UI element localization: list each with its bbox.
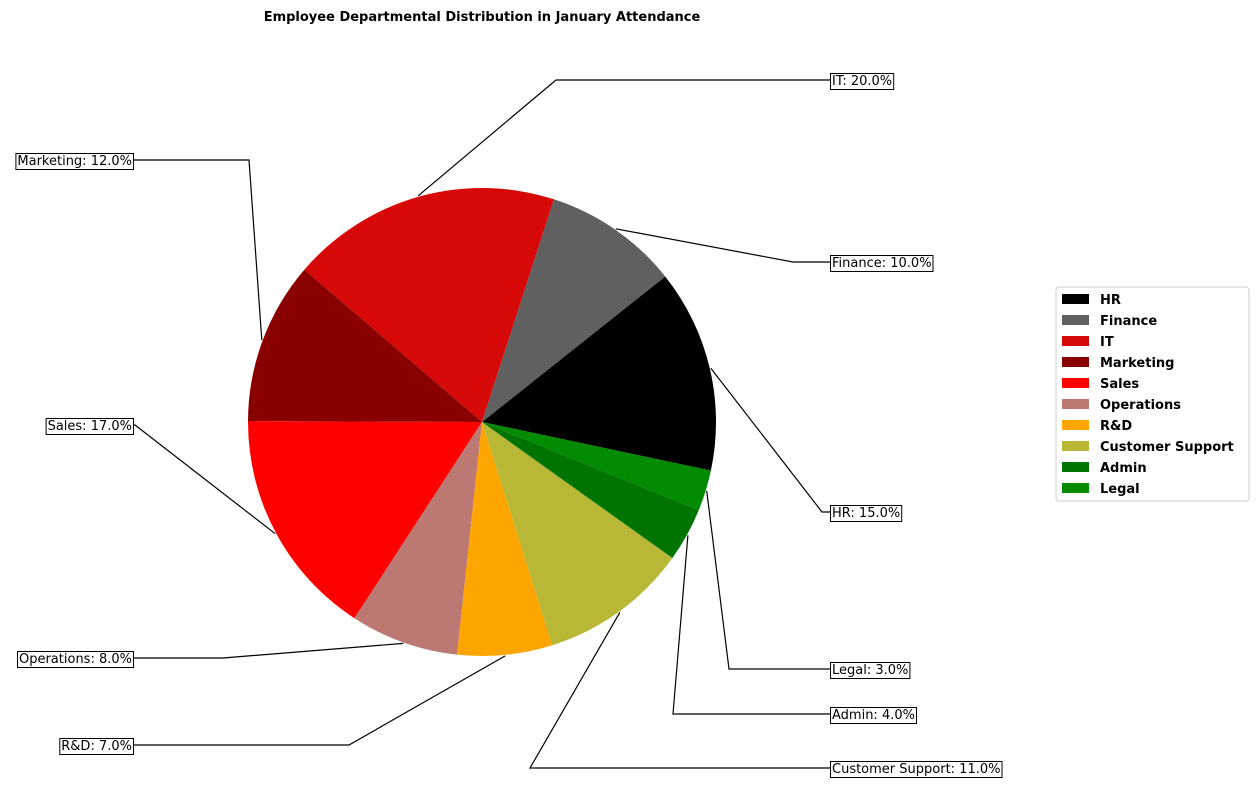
slice-label-text: Legal: 3.0% xyxy=(832,663,908,678)
slice-label-box xyxy=(830,707,917,724)
pie-slice-admin xyxy=(482,422,699,559)
slice-label-text: HR: 15.0% xyxy=(832,506,900,521)
leader-line-it xyxy=(417,79,830,197)
slice-label-it: IT: 20.0% xyxy=(830,73,895,90)
leader-line-r-d xyxy=(134,655,506,746)
legend-swatch-admin xyxy=(1062,462,1089,472)
legend-label-admin: Admin xyxy=(1100,461,1147,476)
pie-slice-sales xyxy=(247,421,482,619)
legend-label-finance: Finance xyxy=(1100,314,1157,329)
leader-line-customer-support xyxy=(528,611,830,769)
legend-label-operations: Operations xyxy=(1100,398,1181,413)
legend-swatch-marketing xyxy=(1062,357,1089,367)
pie-slices xyxy=(247,187,717,656)
legend-swatch-legal xyxy=(1062,483,1089,493)
leader-line-legal xyxy=(706,490,830,670)
legend-label-customer-support: Customer Support xyxy=(1100,440,1234,455)
legend-label-it: IT xyxy=(1100,335,1114,350)
leader-line-finance xyxy=(615,228,830,263)
legend-swatch-hr xyxy=(1062,294,1089,304)
slice-label-box xyxy=(830,662,911,679)
slice-label-admin: Admin: 4.0% xyxy=(830,707,917,724)
slice-label-text: Admin: 4.0% xyxy=(832,708,915,723)
slice-label-text: Operations: 8.0% xyxy=(19,652,132,667)
slice-label-box xyxy=(830,505,903,522)
slice-label-legal: Legal: 3.0% xyxy=(830,662,911,679)
pie-slice-customer-support xyxy=(482,422,673,646)
slice-label-box xyxy=(830,761,1003,778)
slice-label-text: IT: 20.0% xyxy=(832,74,892,89)
pie-slice-r-d xyxy=(457,422,553,656)
slice-label-box xyxy=(17,651,134,668)
legend-label-legal: Legal xyxy=(1100,482,1140,497)
slice-label-sales: Sales: 17.0% xyxy=(45,418,134,435)
slice-label-marketing: Marketing: 12.0% xyxy=(15,153,134,170)
pie-slice-operations xyxy=(354,422,482,655)
legend-label-sales: Sales xyxy=(1100,377,1139,392)
legend-swatch-it xyxy=(1062,336,1089,346)
pie-slice-it xyxy=(304,187,554,422)
leader-line-admin xyxy=(672,535,830,715)
pie-slice-marketing xyxy=(248,269,482,422)
slice-labels: HR: 15.0% Finance: 10.0% IT: 20.0% Marketin… xyxy=(15,73,1003,778)
slice-label-text: Marketing: 12.0% xyxy=(17,154,132,169)
chart-title: Employee Departmental Distribution in Ja… xyxy=(264,10,701,25)
slice-label-box xyxy=(45,418,134,435)
leader-line-marketing xyxy=(134,159,263,341)
legend-swatch-r-d xyxy=(1062,420,1089,430)
slice-label-box xyxy=(830,73,895,90)
leader-line-sales xyxy=(134,424,276,535)
slice-label-text: Customer Support: 11.0% xyxy=(832,762,1000,777)
legend-frame xyxy=(1055,286,1250,502)
pie-slice-hr xyxy=(482,276,717,471)
slice-label-finance: Finance: 10.0% xyxy=(830,255,934,272)
slice-label-r-d: R&D: 7.0% xyxy=(59,738,134,755)
slice-label-hr: HR: 15.0% xyxy=(830,505,903,522)
legend-label-hr: HR xyxy=(1100,293,1121,308)
legend-swatch-sales xyxy=(1062,378,1089,388)
slice-label-box xyxy=(59,738,134,755)
slice-label-customer-support: Customer Support: 11.0% xyxy=(830,761,1003,778)
pie-slice-finance xyxy=(482,199,666,422)
slice-label-box xyxy=(15,153,134,170)
legend-swatch-operations xyxy=(1062,399,1089,409)
leader-line-operations xyxy=(134,642,404,659)
label-leader-lines xyxy=(134,79,830,769)
legend-label-r-d: R&D xyxy=(1100,419,1132,434)
legend: HR Finance IT Marketing Sales Operations R&D Cu… xyxy=(1055,286,1250,502)
slice-label-operations: Operations: 8.0% xyxy=(17,651,134,668)
pie-slice-legal xyxy=(482,422,711,511)
slice-label-text: Sales: 17.0% xyxy=(48,419,132,434)
legend-swatch-finance xyxy=(1062,315,1089,325)
legend-swatch-customer-support xyxy=(1062,441,1089,451)
slice-label-box xyxy=(830,255,934,272)
legend-label-marketing: Marketing xyxy=(1100,356,1174,371)
slice-label-text: Finance: 10.0% xyxy=(832,256,932,271)
slice-label-text: R&D: 7.0% xyxy=(61,739,132,754)
leader-line-hr xyxy=(710,367,830,513)
